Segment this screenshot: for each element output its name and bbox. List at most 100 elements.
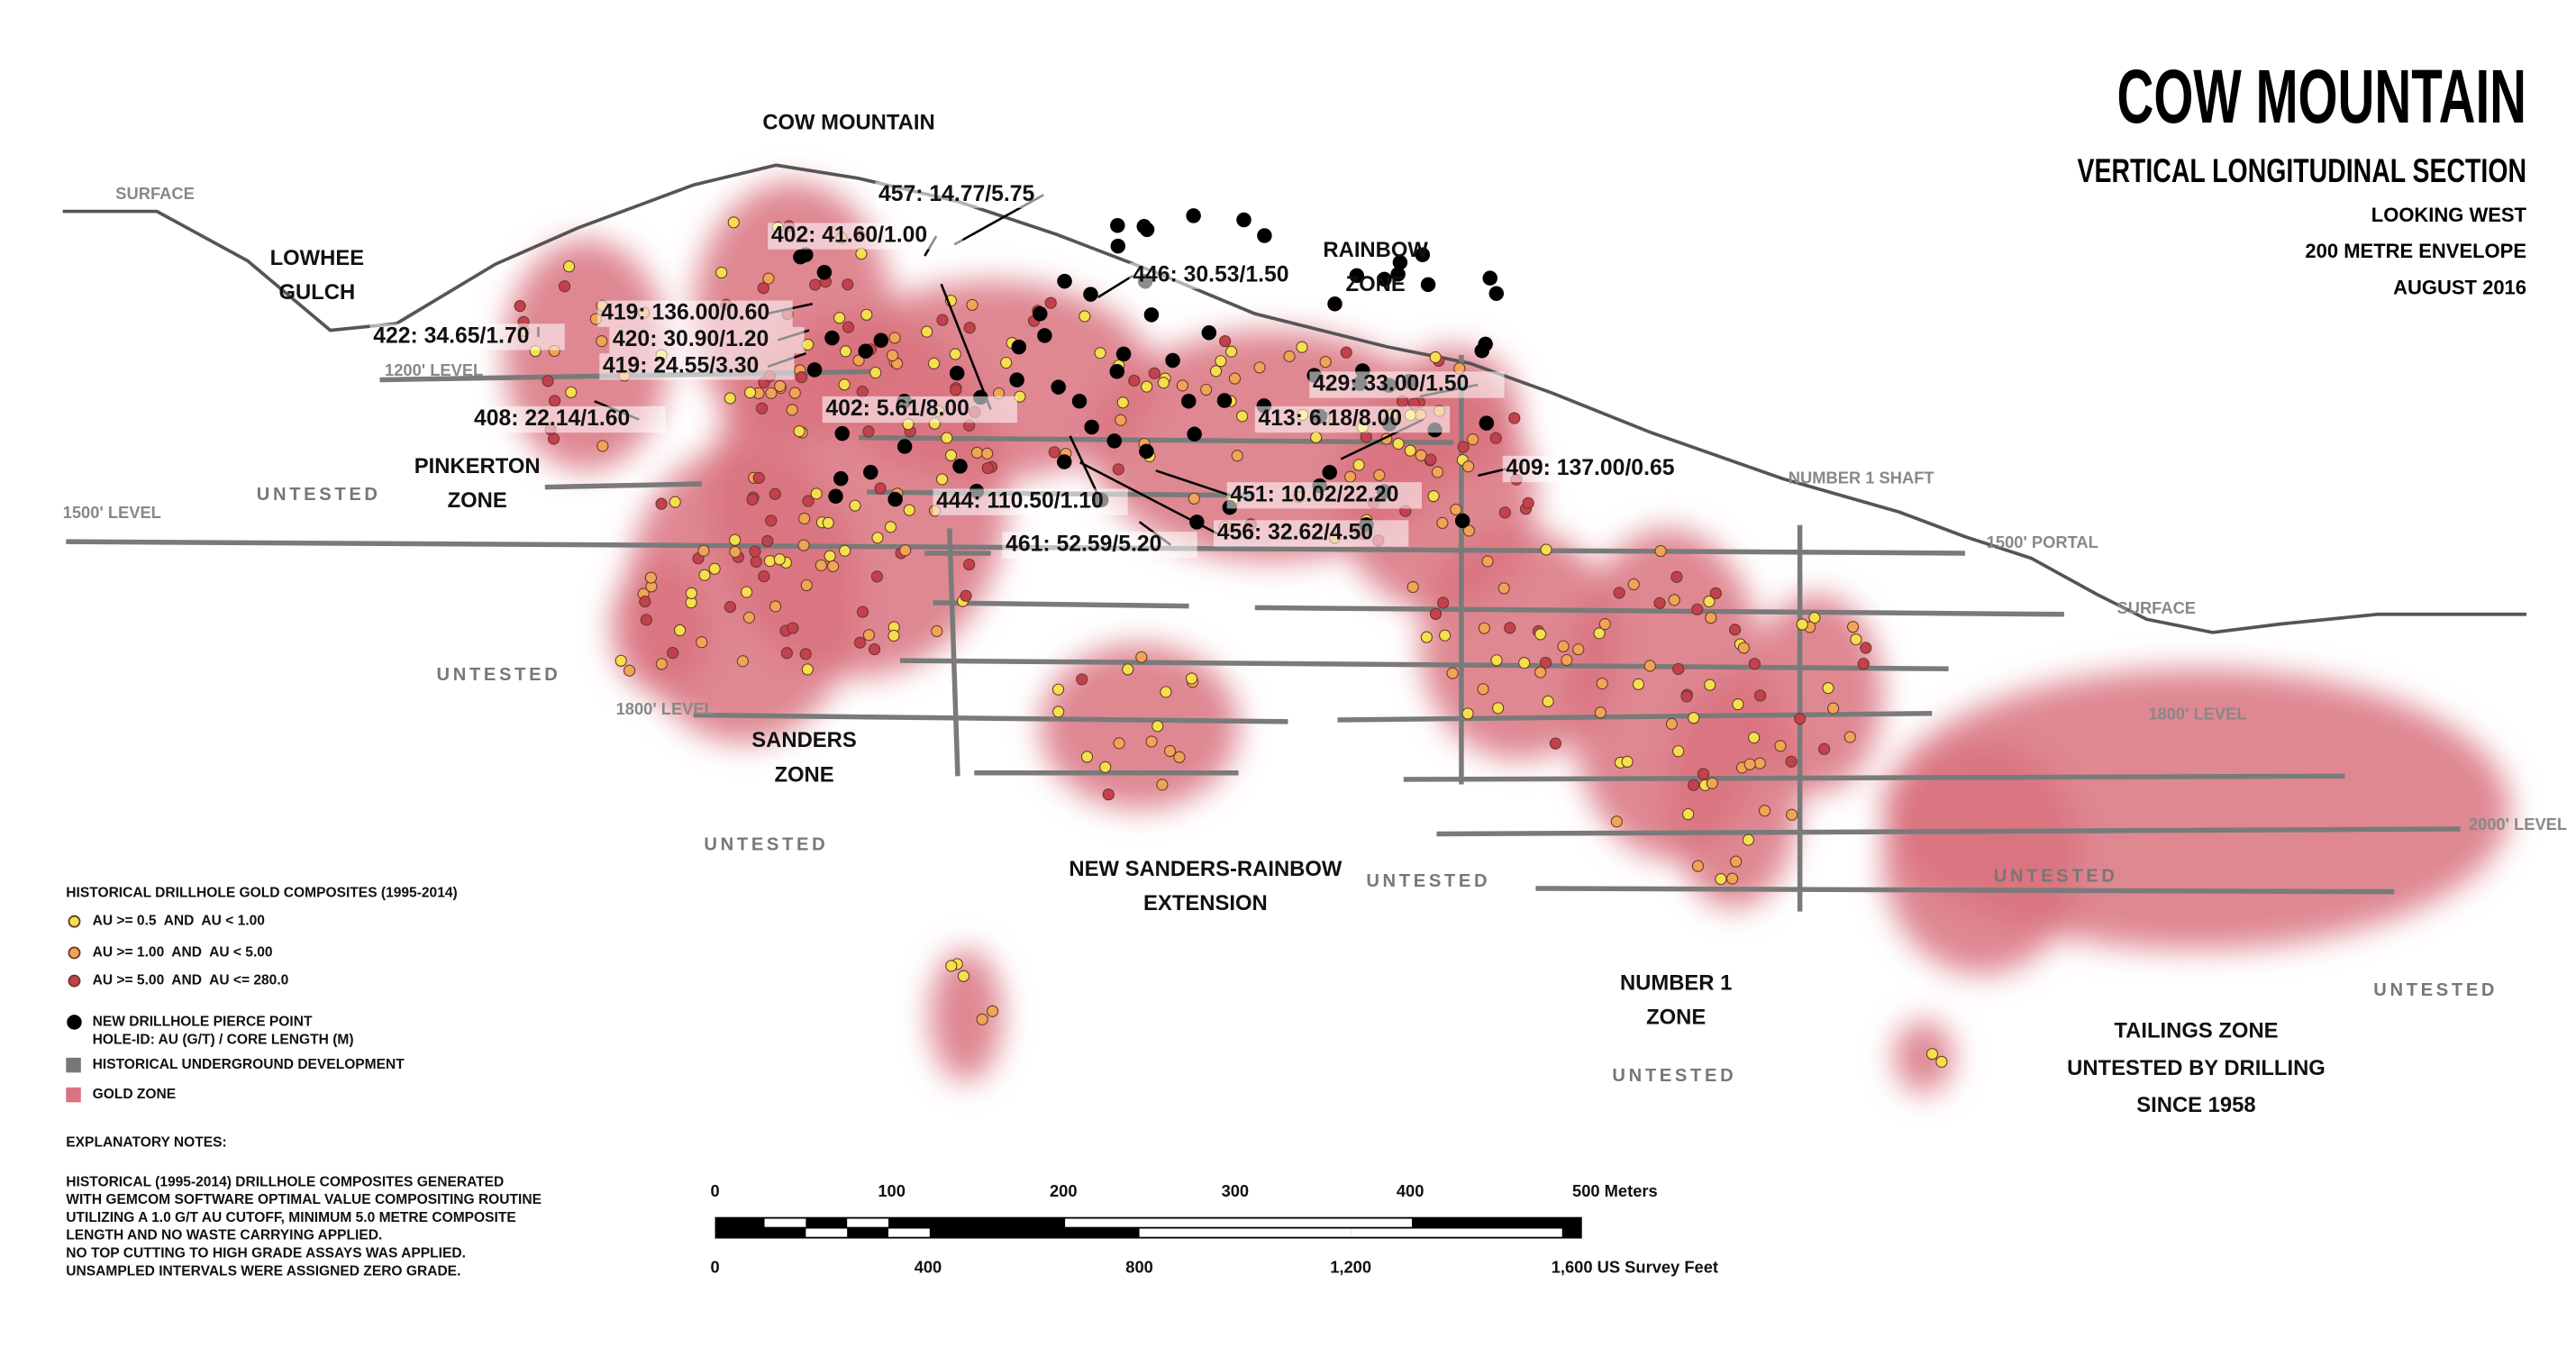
composite-dot — [1540, 543, 1552, 556]
pierce-point — [1056, 454, 1072, 469]
composite-dot — [756, 402, 769, 414]
composite-dot — [1665, 717, 1679, 730]
map-label: UNTESTED — [1366, 871, 1490, 891]
composite-dot — [842, 321, 855, 333]
composite-dot — [1753, 757, 1766, 770]
gold-zone — [1882, 742, 2081, 975]
composite-dot — [1596, 677, 1608, 690]
composite-dot — [752, 471, 765, 484]
composite-dot — [655, 497, 668, 510]
map-label: 2000' LEVEL — [2469, 815, 2567, 833]
composite-dot — [1425, 453, 1437, 466]
composite-dot — [1000, 356, 1013, 369]
pierce-point — [1392, 254, 1408, 270]
composite-dot — [1224, 345, 1238, 358]
composite-dot — [565, 386, 578, 399]
composite-dot — [1691, 603, 1704, 615]
composite-dot — [542, 375, 554, 387]
composite-dot — [1457, 441, 1470, 453]
legend-symbol — [68, 915, 81, 928]
map-label: 1200' LEVEL — [385, 360, 483, 379]
pierce-point — [1110, 238, 1126, 254]
composite-dot — [1672, 745, 1685, 758]
scale-label: 200 — [1050, 1181, 1078, 1200]
composite-dot — [727, 216, 740, 229]
scale-label: 1,200 — [1330, 1257, 1371, 1276]
scale-label: 400 — [1397, 1181, 1425, 1200]
pierce-point — [952, 459, 968, 474]
composite-dot — [852, 354, 865, 367]
composite-dot — [1610, 815, 1623, 828]
pierce-point — [887, 491, 903, 507]
composite-dot — [1461, 460, 1475, 473]
composite-dot — [1748, 732, 1761, 744]
pierce-point — [1479, 415, 1495, 431]
composite-dot — [981, 461, 994, 475]
map-label: ZONE — [448, 488, 507, 513]
map-label: ZONE — [1646, 1006, 1706, 1030]
composite-dot — [1504, 622, 1516, 634]
composite-dot — [1310, 431, 1323, 444]
composite-dot — [1753, 689, 1767, 702]
label-bg — [875, 181, 1070, 208]
notes-line: WITH GEMCOM SOFTWARE OPTIMAL VALUE COMPO… — [66, 1192, 542, 1207]
label-bg — [1309, 371, 1505, 398]
composite-dot — [644, 571, 658, 584]
composite-dot — [1846, 621, 1860, 633]
legend-symbol — [66, 1057, 81, 1073]
pierce-point — [1057, 273, 1072, 289]
composite-dot — [1613, 587, 1625, 599]
composite-dot — [674, 624, 687, 637]
leader-line — [940, 283, 992, 410]
pierce-point — [1115, 346, 1132, 362]
composite-dot — [1827, 702, 1840, 715]
scale-seg — [764, 1218, 806, 1227]
composite-dot — [1518, 657, 1531, 669]
composite-dot — [746, 493, 759, 506]
legend-label: AU >= 0.5 AND AU < 1.00 — [93, 914, 266, 929]
composite-dot — [960, 589, 972, 602]
composite-dot — [1141, 380, 1153, 393]
composite-dot — [514, 300, 526, 313]
composite-dot — [1236, 410, 1249, 423]
composite-dot — [769, 600, 782, 613]
composite-dot — [761, 534, 774, 548]
composite-dot — [966, 298, 979, 312]
gold-zone — [1040, 643, 1239, 810]
composite-dot — [786, 404, 798, 416]
composite-dot — [1420, 631, 1433, 643]
drillhole-label: 409: 137.00/0.65 — [1506, 456, 1674, 480]
composite-dot — [769, 487, 781, 500]
level-line — [1436, 826, 2461, 837]
composite-dot — [758, 570, 770, 583]
composite-dot — [1492, 702, 1505, 715]
composite-dot — [936, 314, 949, 326]
composite-dot — [1209, 365, 1223, 378]
composite-dot — [838, 378, 851, 391]
composite-dot — [822, 516, 834, 529]
composite-dot — [1200, 383, 1213, 396]
level-line — [1254, 605, 2064, 617]
composite-dot — [1215, 355, 1227, 368]
scale-label: 500 Meters — [1572, 1181, 1658, 1200]
legend-title: HISTORICAL DRILLHOLE GOLD COMPOSITES (19… — [66, 886, 457, 901]
map-label: 1800' LEVEL — [2148, 704, 2246, 723]
composite-dot — [849, 499, 861, 512]
composite-dot — [797, 539, 810, 551]
composite-dot — [1697, 768, 1710, 780]
pierce-point — [833, 470, 849, 487]
composite-dot — [862, 629, 876, 642]
composite-dot — [715, 266, 728, 279]
legend-label: AU >= 5.00 AND AU <= 280.0 — [93, 973, 289, 988]
composite-dot — [1135, 651, 1148, 663]
composite-dot — [1360, 431, 1372, 443]
pierce-point — [1033, 306, 1048, 322]
composite-dot — [874, 482, 887, 495]
composite-dot — [1688, 779, 1700, 791]
composite-dot — [1373, 469, 1386, 481]
map-label: ZONE — [774, 762, 833, 787]
drillhole-label: 419: 24.55/3.30 — [603, 353, 759, 378]
composite-dot — [1188, 492, 1200, 505]
composite-dot — [842, 278, 854, 291]
composite-dot — [1737, 642, 1750, 654]
